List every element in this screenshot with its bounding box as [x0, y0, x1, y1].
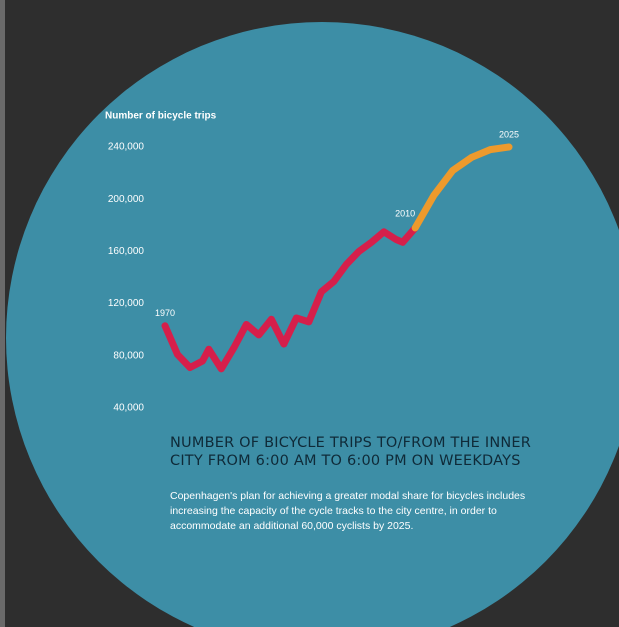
background-circle — [6, 22, 619, 627]
chart-description: Copenhagen's plan for achieving a greate… — [170, 490, 526, 532]
y-axis-label: Number of bicycle trips — [105, 111, 217, 122]
y-tick-label: 120,000 — [108, 298, 145, 309]
y-tick-label: 40,000 — [113, 403, 144, 414]
annotation: 2025 — [499, 129, 519, 139]
y-tick-label: 160,000 — [108, 246, 145, 257]
annotation: 2010 — [395, 208, 415, 218]
line-series — [411, 143, 513, 232]
y-tick-label: 80,000 — [113, 350, 144, 361]
annotation: 1970 — [155, 308, 175, 318]
y-tick-label: 200,000 — [108, 194, 145, 205]
y-tick-label: 240,000 — [108, 142, 145, 153]
edge-strip — [0, 0, 5, 627]
line-series — [161, 224, 419, 373]
chart-title: NUMBER OF BICYCLE TRIPS TO/FROM THE INNE… — [170, 435, 532, 469]
